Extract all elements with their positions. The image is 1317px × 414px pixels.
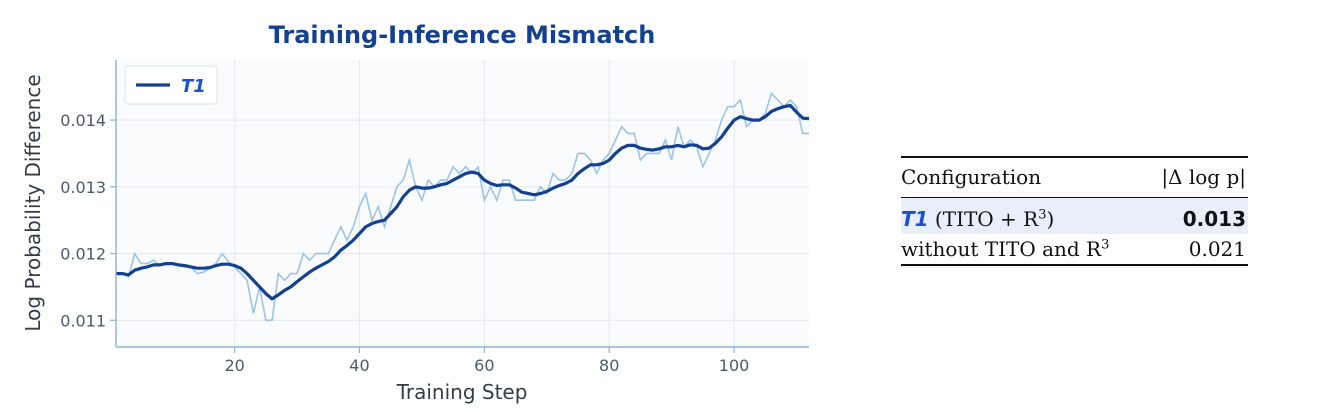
config-text: (TITO + R	[928, 207, 1039, 231]
config-cell: T1 (TITO + R3)	[901, 197, 1147, 234]
grid-lines	[116, 60, 809, 347]
y-tick-label: 0.014	[60, 111, 106, 130]
config-text: without TITO and R	[901, 237, 1102, 261]
table-row: T1 (TITO + R3) 0.013	[901, 197, 1248, 234]
x-tick-label: 60	[474, 356, 494, 375]
legend: T1	[124, 65, 218, 105]
x-tick-label: 80	[599, 356, 619, 375]
config-suffix: )	[1046, 207, 1055, 231]
y-axis-label: Log Probability Difference	[21, 74, 45, 331]
config-sup: 3	[1038, 207, 1047, 223]
value-cell: 0.013	[1146, 197, 1248, 234]
config-cell: without TITO and R3	[901, 234, 1146, 265]
axis-ticks: 20 40 60 80 100 0.011 0.012 0.013 0.014	[60, 111, 749, 375]
x-tick-label: 100	[719, 356, 750, 375]
table-row: without TITO and R3 0.021	[901, 234, 1248, 265]
plot-background	[116, 60, 809, 347]
training-mismatch-chart: Training-Inference Mismatch 20 40 60 80 100 0…	[21, 21, 810, 404]
legend-box	[124, 65, 218, 105]
series-line-t1-smoothed	[116, 103, 810, 301]
x-tick-label: 20	[224, 356, 244, 375]
x-tick-label: 40	[349, 356, 369, 375]
table-header-row: Configuration |Δ log p|	[901, 157, 1248, 198]
y-tick-label: 0.011	[60, 311, 106, 330]
header-configuration: Configuration	[901, 165, 1042, 189]
legend-entry-t1: T1	[181, 76, 206, 97]
results-table: Configuration |Δ log p| T1 (TITO + R3) 0…	[901, 156, 1248, 266]
x-axis-label: Training Step	[396, 380, 528, 404]
t1-tag: T1	[901, 207, 929, 231]
value-cell: 0.021	[1188, 237, 1246, 261]
chart-title: Training-Inference Mismatch	[269, 21, 656, 49]
header-delta-log-p: |Δ log p|	[1161, 165, 1246, 189]
y-tick-label: 0.013	[60, 178, 106, 197]
config-sup: 3	[1101, 237, 1110, 253]
y-tick-label: 0.012	[60, 245, 106, 264]
